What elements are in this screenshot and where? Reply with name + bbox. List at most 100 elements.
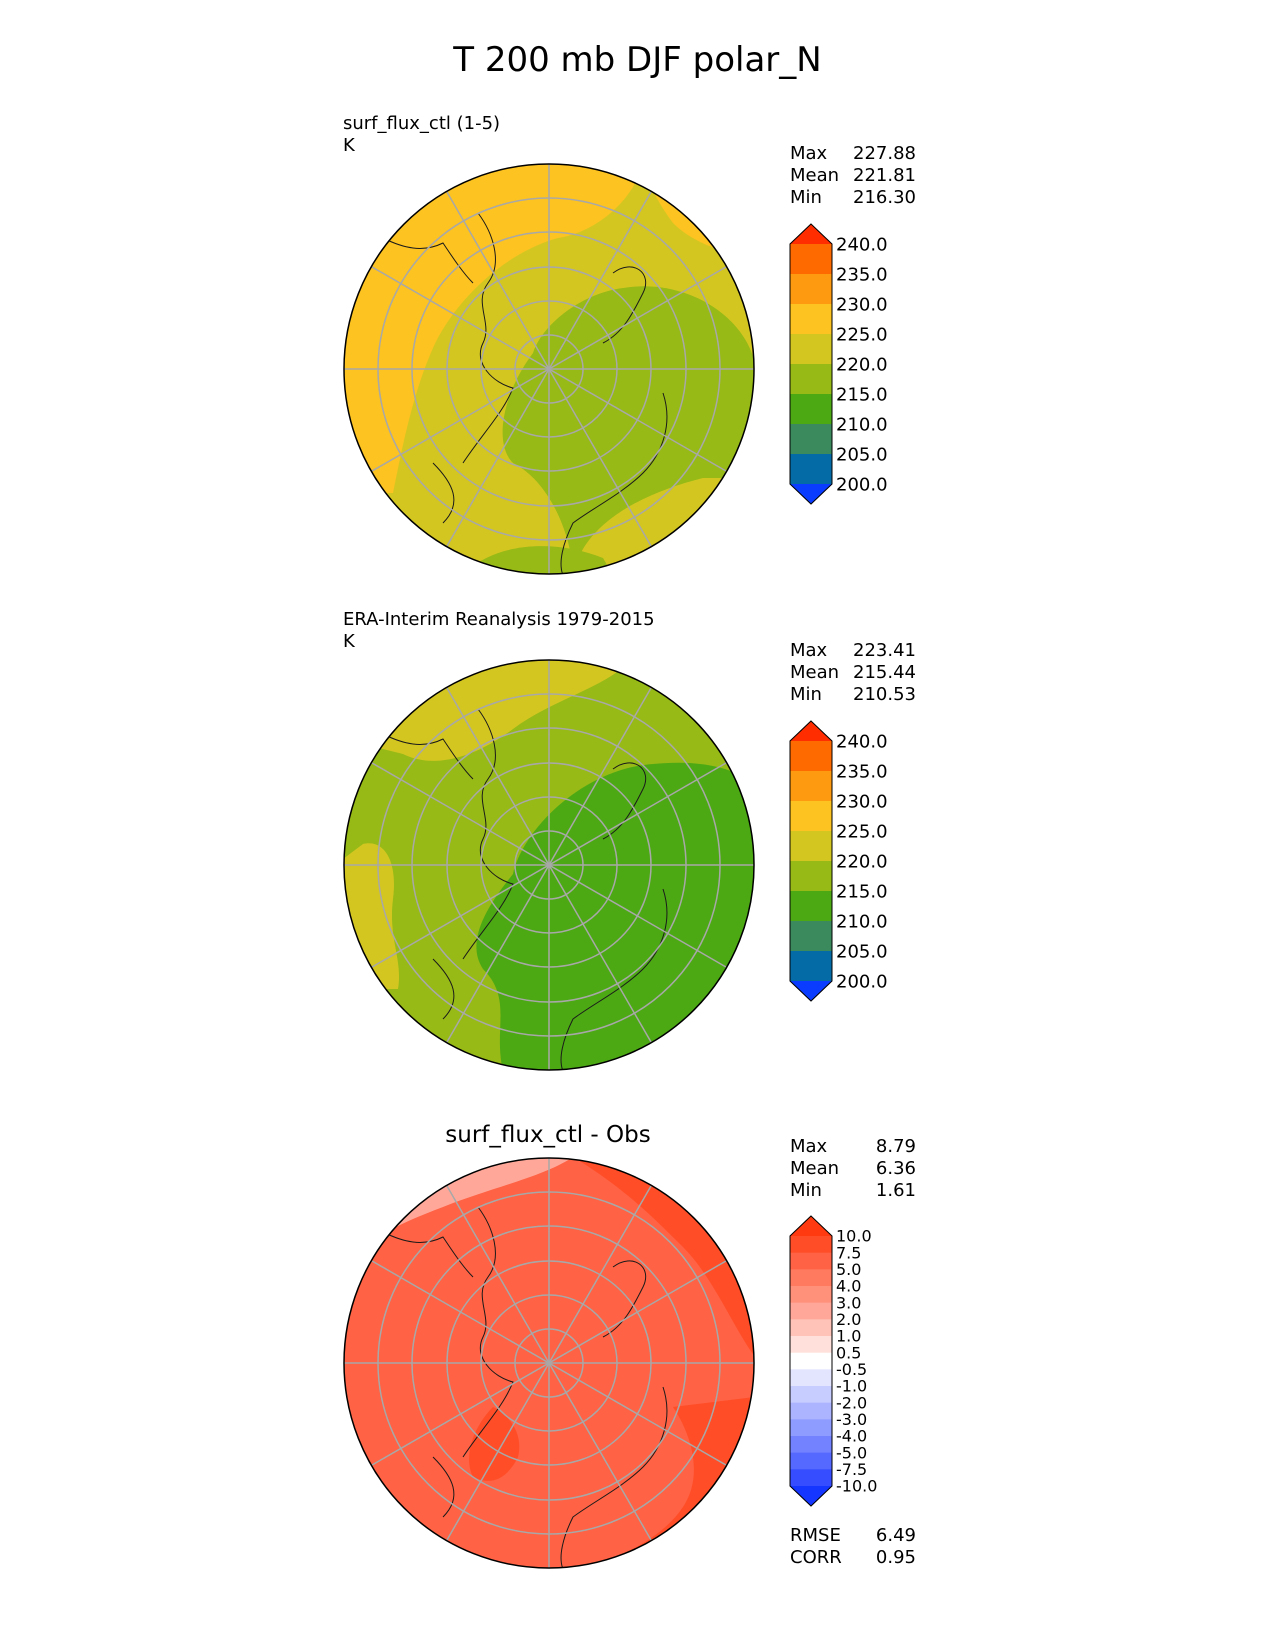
colorbar-swatch <box>790 394 832 425</box>
colorbar-swatch <box>790 1486 832 1506</box>
panel-1-stats: Max 227.88 Mean 221.81 Min 216.30 <box>790 143 916 209</box>
colorbar-labels: 240.0 235.0 230.0 225.0 220.0 215.0 210.0 205.0… <box>836 234 888 495</box>
stat-value: 221.81 <box>853 165 916 186</box>
figure-title: T 200 mb DJF polar_N <box>453 40 822 80</box>
colorbar-swatch <box>790 1436 832 1454</box>
colorbar-swatch <box>790 454 832 485</box>
colorbar-swatch <box>790 1269 832 1287</box>
stat-label: Mean <box>790 662 840 683</box>
panel-1-title-text: surf_flux_ctl (1-5) <box>343 113 501 134</box>
colorbar-tick-label: 4.0 <box>836 1277 861 1296</box>
stat-mean: Mean 6.36 <box>790 1158 916 1180</box>
colorbar-tick-label: 200.0 <box>836 474 888 495</box>
field-225-230 <box>344 164 643 493</box>
stat-corr: CORR 0.95 <box>790 1547 916 1569</box>
colorbar-outline <box>789 720 833 1002</box>
colorbar-tick-label: 215.0 <box>836 384 888 405</box>
stat-label: Max <box>790 1136 828 1157</box>
panel-1-units: K <box>343 135 355 156</box>
colorbar-swatch <box>790 921 832 952</box>
colorbar-tick-label: -1.0 <box>836 1377 867 1396</box>
colorbar-swatch <box>790 1419 832 1437</box>
colorbar-panel-1: 240.0 235.0 230.0 225.0 220.0 215.0 210.0 205.0… <box>789 223 888 505</box>
colorbar-tick-label: -0.5 <box>836 1360 867 1379</box>
colorbar-swatch <box>790 721 832 741</box>
coastlines <box>382 708 668 1070</box>
colorbar-swatch <box>790 1402 832 1420</box>
panel-2-stats: Max 223.41 Mean 215.44 Min 210.53 <box>790 640 916 706</box>
colorbar-labels: 10.07.55.04.03.02.01.00.5-0.5-1.0-2.0-3.… <box>836 1227 877 1496</box>
colorbar-tick-label: 7.5 <box>836 1243 861 1262</box>
stat-value: 227.88 <box>853 143 916 164</box>
colorbar-tick-label: 205.0 <box>836 941 888 962</box>
colorbar-swatch <box>790 364 832 395</box>
stat-value: 216.30 <box>853 187 916 208</box>
stat-label: Max <box>790 640 828 661</box>
stat-mean: Mean 215.44 <box>790 662 916 684</box>
stat-mean: Mean 221.81 <box>790 165 916 187</box>
colorbar-tick-label: 205.0 <box>836 444 888 465</box>
stat-label: Min <box>790 1180 822 1201</box>
colorbar-swatch <box>790 1216 832 1236</box>
colorbar-swatch <box>790 1452 832 1470</box>
colorbar-tick-label: 10.0 <box>836 1227 872 1246</box>
stat-max: Max 227.88 <box>790 143 916 165</box>
colorbar-swatch <box>790 224 832 244</box>
colorbar-tick-label: 230.0 <box>836 294 888 315</box>
colorbar-swatch <box>790 891 832 922</box>
colorbar-panel-3: 10.07.55.04.03.02.01.00.5-0.5-1.0-2.0-3.… <box>789 1215 877 1507</box>
colorbar-swatch <box>790 334 832 365</box>
colorbar-outline <box>789 223 833 505</box>
colorbar-swatches <box>789 1215 833 1507</box>
colorbar-swatch <box>790 951 832 982</box>
colorbar-swatches <box>789 223 833 505</box>
stat-value: 0.95 <box>875 1547 916 1568</box>
stat-min: Min 216.30 <box>790 187 916 209</box>
colorbar-swatch <box>790 304 832 335</box>
panel-1-title: surf_flux_ctl (1-5) K <box>343 113 500 157</box>
colorbar-swatch <box>790 1352 832 1370</box>
stat-label: Min <box>790 684 822 705</box>
map-panel-1 <box>343 163 755 575</box>
colorbar-tick-label: 235.0 <box>836 264 888 285</box>
colorbar-swatch <box>790 771 832 802</box>
stat-label: Min <box>790 187 822 208</box>
field-210-215 <box>476 762 754 1070</box>
colorbar-labels: 240.0 235.0 230.0 225.0 220.0 215.0 210.0 205.0… <box>836 731 888 992</box>
colorbar-swatch <box>790 1286 832 1304</box>
graticule <box>344 1158 754 1568</box>
colorbar-tick-label: -7.5 <box>836 1460 867 1479</box>
colorbar-swatch <box>790 1236 832 1254</box>
panel-2-title-text: ERA-Interim Reanalysis 1979-2015 <box>343 609 655 630</box>
colorbar-tick-label: 240.0 <box>836 731 888 752</box>
colorbar-swatch <box>790 274 832 305</box>
stat-label: Mean <box>790 165 840 186</box>
panel-2-units: K <box>343 631 355 652</box>
stat-max: Max 8.79 <box>790 1136 916 1158</box>
colorbar-tick-label: 3.0 <box>836 1293 861 1312</box>
colorbar-tick-label: 225.0 <box>836 324 888 345</box>
colorbar-tick-label: 230.0 <box>836 791 888 812</box>
stat-label: Max <box>790 143 828 164</box>
colorbar-tick-label: 1.0 <box>836 1327 861 1346</box>
colorbar-swatch <box>790 1386 832 1404</box>
stat-value: 6.49 <box>875 1525 916 1546</box>
colorbar-tick-label: -4.0 <box>836 1427 867 1446</box>
colorbar-tick-label: -3.0 <box>836 1410 867 1429</box>
colorbar-swatch <box>790 1369 832 1387</box>
colorbar-tick-label: 2.0 <box>836 1310 861 1329</box>
stat-value: 210.53 <box>853 684 916 705</box>
colorbar-tick-label: 225.0 <box>836 821 888 842</box>
colorbar-tick-label: -10.0 <box>836 1477 877 1496</box>
panel-2-title: ERA-Interim Reanalysis 1979-2015 K <box>343 609 655 653</box>
panel-3-title: surf_flux_ctl - Obs <box>445 1122 651 1148</box>
graticule <box>344 660 754 1070</box>
map-boundary <box>343 659 755 1071</box>
stat-label: Mean <box>790 1158 840 1179</box>
map-panel-3 <box>343 1157 755 1569</box>
colorbar-tick-label: 235.0 <box>836 761 888 782</box>
field-7.5-10-center <box>469 1407 520 1481</box>
stat-value: 8.79 <box>875 1136 916 1157</box>
colorbar-swatch <box>790 484 832 504</box>
colorbar-swatch <box>790 1336 832 1354</box>
